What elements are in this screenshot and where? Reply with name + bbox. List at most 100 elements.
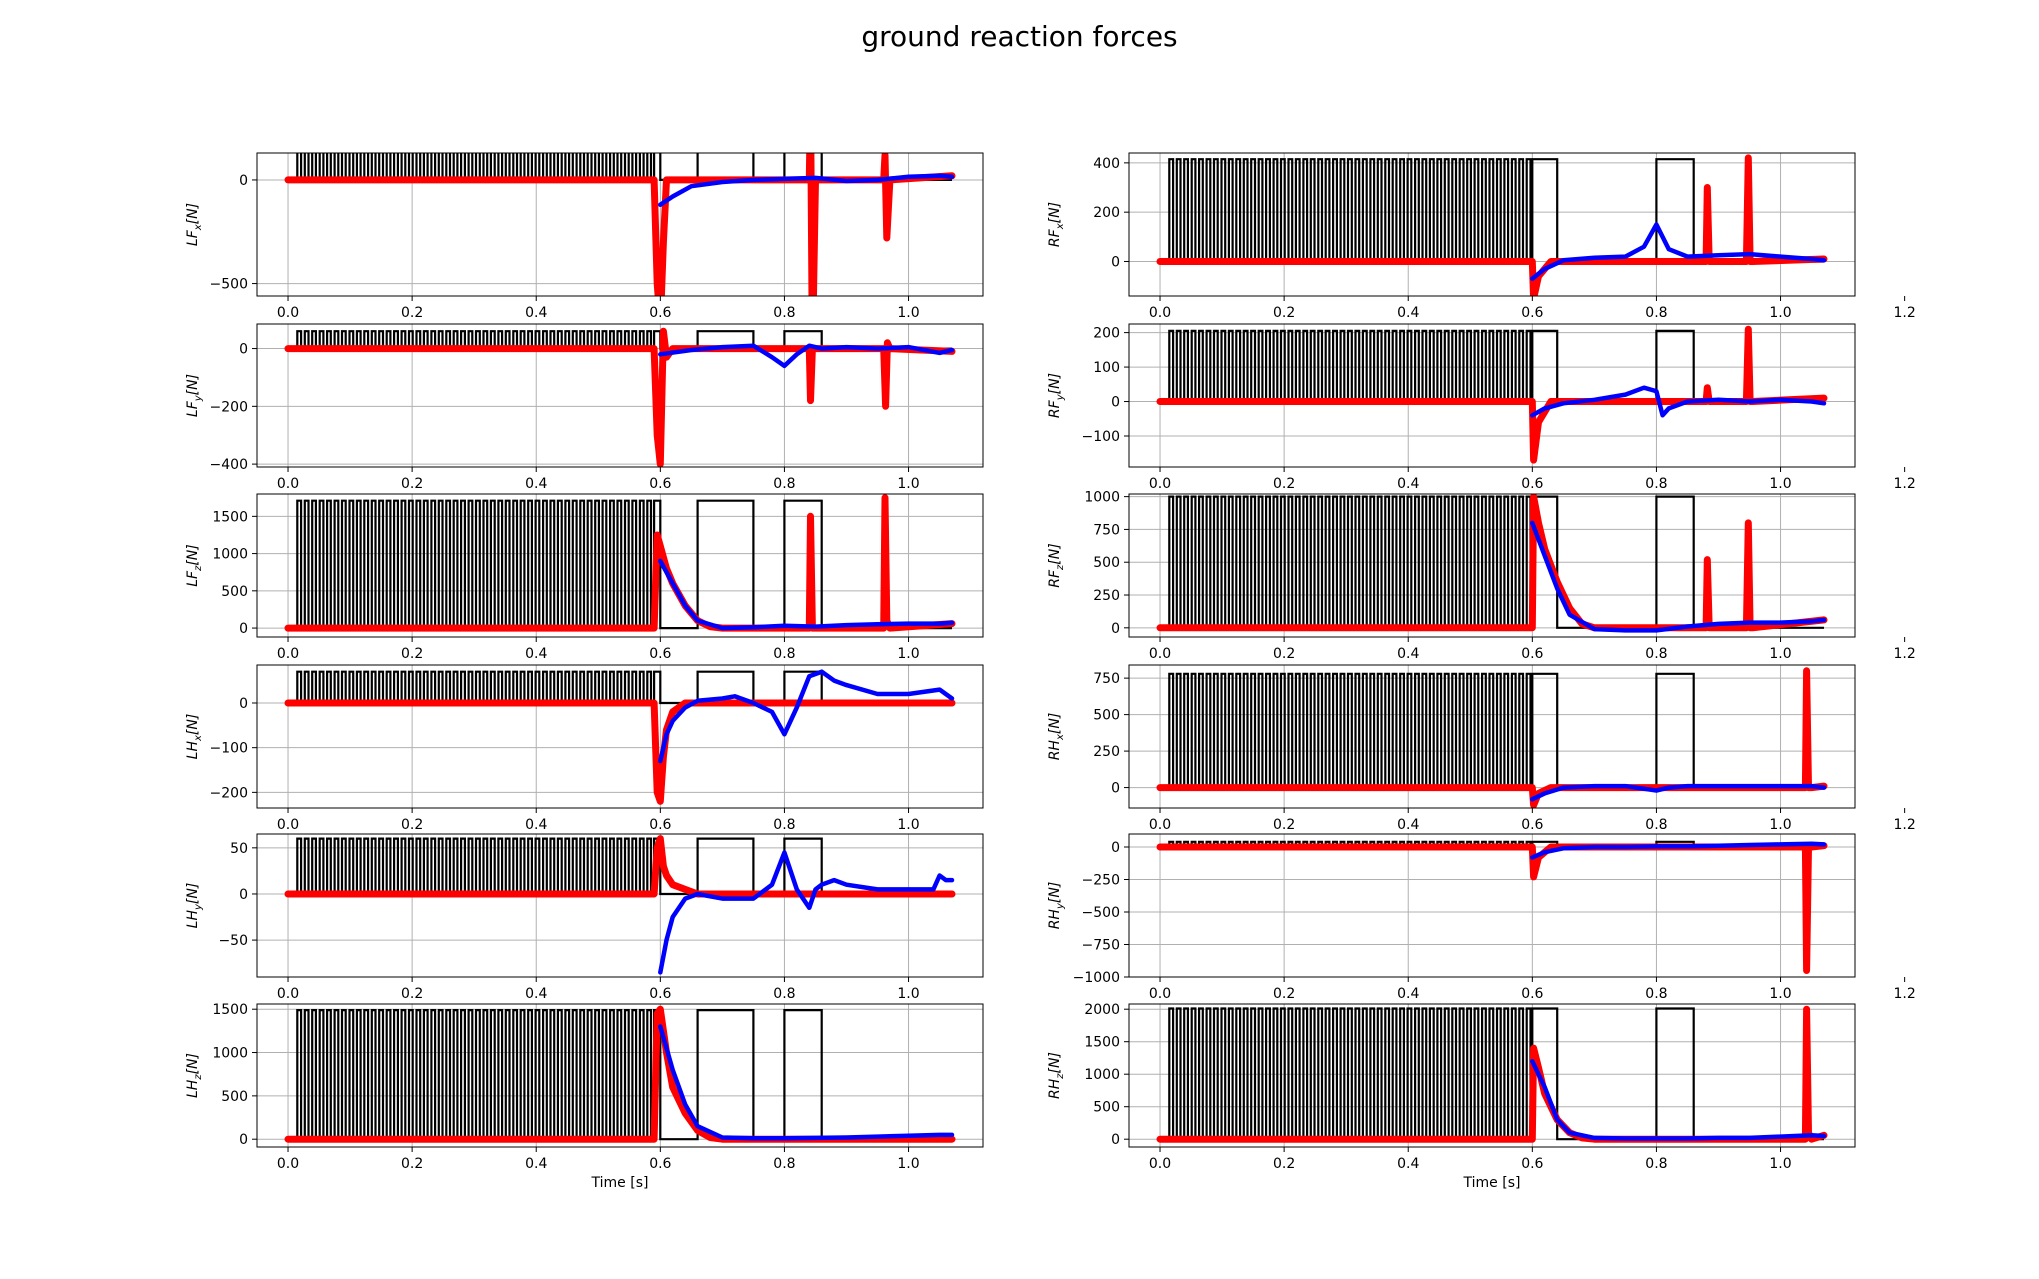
subplot-rhxn: 0.0 0.2 0.4 0.6 0.8 1.0 1.2 0 250 500 750 RHx[N] xyxy=(1047,664,1916,833)
y-tick-label: 400 xyxy=(1093,156,1120,172)
axes-frame xyxy=(1128,833,1856,978)
axis-ylabel: RHx[N] xyxy=(1047,713,1066,761)
y-tick-label: 1500 xyxy=(212,509,248,525)
series-measured xyxy=(658,558,955,631)
axis-ylabel: LHy[N] xyxy=(185,883,204,929)
series-reference xyxy=(284,835,956,898)
y-tick-label: −1000 xyxy=(1073,970,1120,986)
x-tick-label: 1.0 xyxy=(897,646,919,662)
axis-xlabel: Time [s] xyxy=(1463,1175,1521,1191)
y-tick-label: 500 xyxy=(221,1089,248,1105)
plot-area xyxy=(1156,494,1828,633)
x-tick-label: 0.2 xyxy=(1273,646,1295,662)
plot-area xyxy=(284,669,956,805)
y-tick-label: 1500 xyxy=(212,1002,248,1018)
x-tick-label: 0.0 xyxy=(277,305,299,321)
y-tick-label: 100 xyxy=(1093,360,1120,376)
y-tick-label: 1000 xyxy=(1084,490,1120,506)
series-contact xyxy=(1160,1007,1824,1141)
series-reference xyxy=(284,327,956,467)
x-tick-label: 1.0 xyxy=(897,476,919,492)
axis-ylabel: LFy[N] xyxy=(185,374,204,417)
axes-frame xyxy=(1128,664,1856,809)
x-tick-label: 0.6 xyxy=(1521,986,1543,1002)
series-measured xyxy=(1530,841,1827,860)
x-tick-label: 0.6 xyxy=(1521,646,1543,662)
y-tick-label: −400 xyxy=(210,457,248,473)
axes-frame xyxy=(256,1003,984,1148)
series-contact xyxy=(288,330,952,350)
x-tick-label: 0.4 xyxy=(1397,646,1419,662)
axis-ylabel: RHy[N] xyxy=(1047,882,1066,930)
series-measured xyxy=(1530,783,1827,802)
axis-ylabel: LFx[N] xyxy=(185,203,204,246)
y-tick-label: 500 xyxy=(1093,1100,1120,1116)
x-tick-label: 1.2 xyxy=(1894,646,1916,662)
series-reference xyxy=(1156,325,1828,464)
x-tick-label: 0.2 xyxy=(401,646,423,662)
series-contact xyxy=(1160,329,1824,403)
series-reference xyxy=(284,153,956,296)
y-tick-label: 750 xyxy=(1093,522,1120,538)
x-tick-label: 1.2 xyxy=(1894,986,1916,1002)
plot-area xyxy=(1156,325,1828,464)
x-tick-label: 0.6 xyxy=(649,1156,671,1172)
x-tick-label: 0.8 xyxy=(1645,817,1667,833)
x-tick-label: 1.0 xyxy=(897,817,919,833)
plot-area xyxy=(1156,840,1828,974)
x-tick-label: 0.2 xyxy=(401,817,423,833)
y-tick-label: −250 xyxy=(1082,873,1120,889)
subplot-rhzn: 0.0 0.2 0.4 0.6 0.8 1.0 0 500 1000 1500 2000 RHz[N]… xyxy=(1047,1002,1856,1191)
x-tick-label: 0.4 xyxy=(525,986,547,1002)
plot-area xyxy=(284,153,956,296)
series-reference xyxy=(284,1005,956,1143)
y-tick-label: 50 xyxy=(230,841,248,857)
axis-ylabel: LHx[N] xyxy=(185,714,204,760)
axis-ylabel: LFz[N] xyxy=(185,544,204,587)
y-tick-label: 250 xyxy=(1093,744,1120,760)
y-tick-label: 0 xyxy=(1111,840,1120,856)
series-contact xyxy=(288,837,952,896)
series-reference xyxy=(1156,842,1828,974)
series-measured xyxy=(658,669,955,764)
x-tick-label: 1.0 xyxy=(897,986,919,1002)
x-tick-label: 0.8 xyxy=(773,305,795,321)
plot-area xyxy=(284,835,956,975)
axis-xlabel: Time [s] xyxy=(591,1175,649,1191)
x-tick-label: 0.4 xyxy=(1397,986,1419,1002)
x-tick-label: 0.2 xyxy=(401,986,423,1002)
x-tick-label: 0.6 xyxy=(649,476,671,492)
x-tick-label: 0.0 xyxy=(277,817,299,833)
series-measured xyxy=(1530,385,1827,418)
x-tick-label: 0.4 xyxy=(525,1156,547,1172)
y-tick-label: 0 xyxy=(1111,395,1120,411)
subplot-lhyn: 0.0 0.2 0.4 0.6 0.8 1.0 −50 0 50 LHy[N] xyxy=(185,833,984,1002)
y-tick-label: 0 xyxy=(239,342,248,358)
y-tick-label: −200 xyxy=(210,399,248,415)
axes-frame xyxy=(256,493,984,638)
y-tick-label: 250 xyxy=(1093,588,1120,604)
x-tick-label: 0.8 xyxy=(1645,476,1667,492)
y-tick-label: 0 xyxy=(1111,781,1120,797)
subplot-lhzn: 0.0 0.2 0.4 0.6 0.8 1.0 0 500 1000 1500 LHz[N] Time… xyxy=(185,1002,984,1191)
y-tick-label: −100 xyxy=(1082,429,1120,445)
subplot-rfxn: 0.0 0.2 0.4 0.6 0.8 1.0 1.2 0 200 400 RFx[N] xyxy=(1047,152,1916,321)
axes-frame xyxy=(1128,1003,1856,1148)
x-tick-label: 0.8 xyxy=(1645,1156,1667,1172)
x-tick-label: 0.2 xyxy=(1273,305,1295,321)
x-tick-label: 0.0 xyxy=(277,476,299,492)
x-tick-label: 0.0 xyxy=(1149,476,1171,492)
x-tick-label: 0.0 xyxy=(1149,1156,1171,1172)
y-tick-label: 2000 xyxy=(1084,1002,1120,1018)
x-tick-label: 0.2 xyxy=(401,305,423,321)
y-tick-label: −200 xyxy=(210,785,248,801)
y-tick-label: 1000 xyxy=(1084,1067,1120,1083)
series-contact xyxy=(288,670,952,705)
axes-frame xyxy=(256,833,984,978)
x-tick-label: 0.2 xyxy=(1273,986,1295,1002)
series-measured xyxy=(658,1024,955,1141)
x-tick-label: 0.8 xyxy=(773,817,795,833)
x-tick-label: 0.0 xyxy=(1149,305,1171,321)
y-tick-label: 200 xyxy=(1093,326,1120,342)
